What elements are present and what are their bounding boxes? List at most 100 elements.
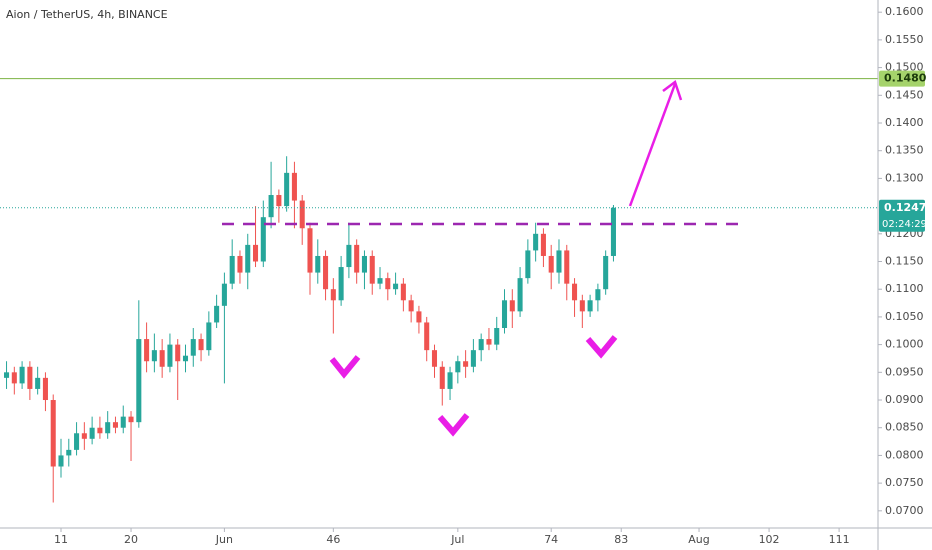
candle-body [463,361,469,367]
y-tick-label: 0.0750 [885,476,924,489]
candle-body [27,366,33,389]
y-tick-label: 0.0850 [885,421,924,434]
candle-body [105,422,111,434]
x-tick-label: 102 [759,533,780,546]
candle-body [260,217,266,262]
candle-body [540,233,546,256]
candle-body [610,207,616,256]
candle-body [354,244,360,273]
candle-body [330,289,336,301]
candle-body [307,228,313,273]
y-tick-label: 0.1050 [885,310,924,323]
candle-body [11,372,17,384]
candle-body [198,339,204,351]
candle-body [159,350,165,367]
x-tick-label: 20 [124,533,138,546]
candle-body [564,250,570,284]
candle-body [58,455,64,467]
candle-body [400,283,406,301]
y-tick-label: 0.1000 [885,338,924,351]
x-tick-label: 83 [614,533,628,546]
candle-body [74,433,80,450]
candle-body [291,172,297,201]
shoulder-mark [329,355,361,379]
price-label: 0.1480 [884,72,927,85]
candle-body [408,300,414,312]
candle-body [323,255,329,290]
x-tick-label: Jun [215,533,233,546]
x-tick-label: 46 [326,533,340,546]
y-tick-label: 0.1300 [885,171,924,184]
candle-body [338,267,344,301]
y-tick-label: 0.1500 [885,61,924,74]
candle-body [447,372,453,389]
candle-body [50,400,56,467]
candle-body [603,255,609,290]
shoulder-mark [585,335,618,359]
candle-body [167,344,173,367]
y-tick-label: 0.1450 [885,88,924,101]
candle-body [494,327,500,345]
y-tick-label: 0.0950 [885,365,924,378]
candle-body [276,195,282,207]
candle-body [416,311,422,323]
candle-body [393,283,399,290]
candle-body [579,300,585,312]
candle-body [182,355,189,362]
candle-body [190,339,196,356]
candle-body [369,255,375,284]
price-label-box [879,70,925,87]
x-tick-label: 74 [544,533,558,546]
y-tick-label: 0.0700 [885,504,924,517]
candle-body [556,250,562,273]
candle-body [572,283,578,301]
y-tick-label: 0.1350 [885,144,924,157]
countdown: 02:24:29 [882,219,927,230]
candle-body [455,361,461,373]
y-tick-label: 0.1150 [885,255,924,268]
candle-body [221,283,227,306]
candle-body [509,300,515,312]
arrow-head [662,79,683,101]
price-label-box [879,199,925,232]
candle-body [229,255,235,284]
candle-body [315,255,321,273]
price-label: 0.1247 [884,201,926,214]
candle-body [81,433,87,439]
candle-body [525,250,531,279]
candle-body [97,427,103,434]
candle-body [19,366,25,384]
x-tick-label: 11 [54,533,68,546]
candle-body [595,289,601,301]
candle-body [175,344,181,362]
candle-body [299,200,305,229]
candle-body [424,322,430,351]
y-tick-label: 0.1550 [885,33,924,46]
candle-body [548,255,554,273]
candle-body [4,372,10,378]
candle-body [66,449,72,456]
candle-body [245,244,251,273]
chart-title: Aion / TetherUS, 4h, BINANCE [6,8,168,21]
candle-body [214,305,220,323]
x-tick-label: 111 [829,533,850,546]
y-tick-label: 0.0800 [885,448,924,461]
target-arrow [628,83,677,207]
x-tick-label: Jul [450,533,464,546]
candle-body [346,244,352,268]
candle-body [112,422,118,428]
candle-body [35,377,41,389]
candle-body [42,377,48,401]
candle-body [470,350,476,367]
candle-body [268,195,274,218]
candle-body [486,339,492,345]
y-tick-label: 0.1100 [885,282,924,295]
x-tick-label: Aug [688,533,709,546]
candle-body [284,172,290,207]
candle-body [377,278,383,284]
candle-body [151,350,157,362]
candle-body [144,339,150,362]
candle-body [501,300,508,328]
